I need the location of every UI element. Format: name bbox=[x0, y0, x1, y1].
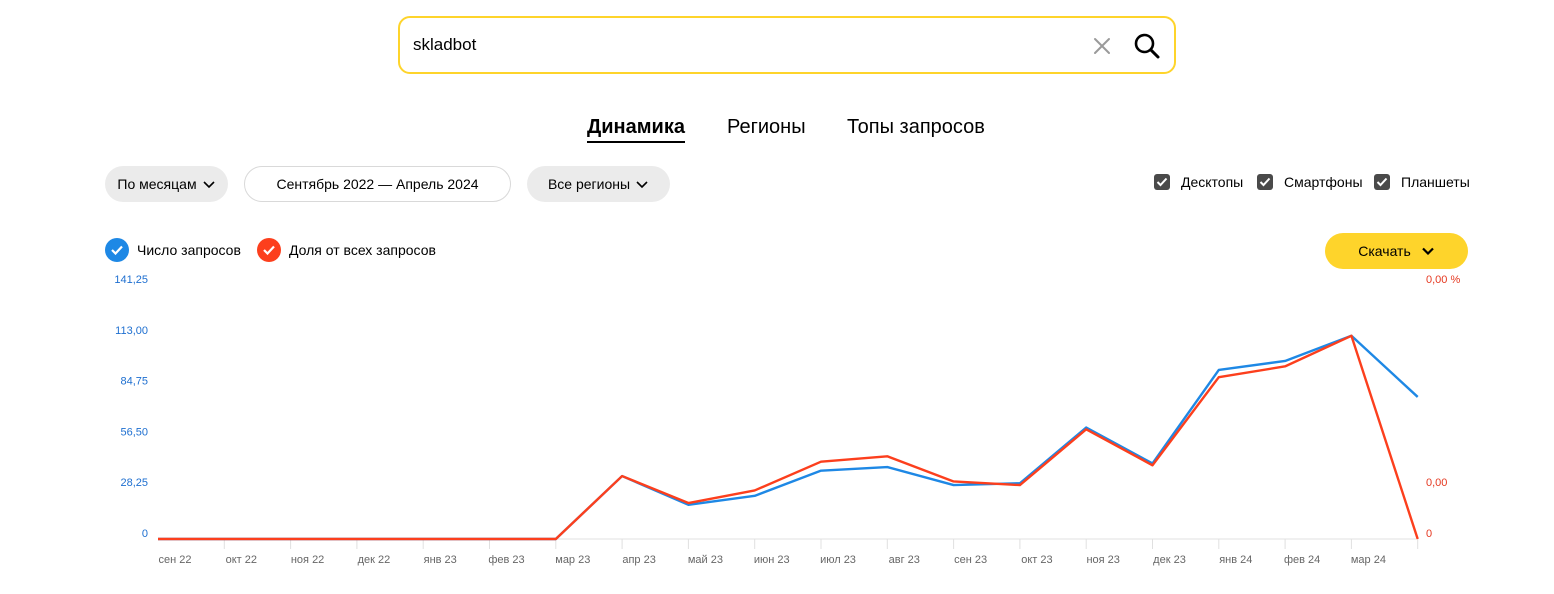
checkbox-label: Десктопы bbox=[1181, 174, 1244, 190]
tab-dynamics[interactable]: Динамика bbox=[587, 116, 685, 143]
chevron-down-icon bbox=[203, 181, 215, 189]
date-range-label: Сентябрь 2022 — Апрель 2024 bbox=[276, 176, 479, 192]
tab-top-queries[interactable]: Топы запросов bbox=[847, 116, 985, 138]
series-line-count bbox=[158, 334, 1419, 541]
checkbox-label: Смартфоны bbox=[1284, 174, 1363, 190]
region-select-label: Все регионы bbox=[547, 176, 631, 192]
y-right-tick-label: 0,00 % bbox=[1426, 274, 1460, 286]
y-left-tick-label: 0 bbox=[142, 528, 148, 540]
date-range-picker[interactable]: Сентябрь 2022 — Апрель 2024 bbox=[244, 166, 511, 202]
x-tick-label: фев 23 bbox=[488, 554, 524, 566]
period-select[interactable]: По месяцам bbox=[105, 166, 228, 202]
check-circle-icon bbox=[105, 238, 129, 262]
period-select-label: По месяцам bbox=[117, 176, 197, 192]
series-line-share bbox=[158, 334, 1419, 541]
y-left-tick-label: 56,50 bbox=[120, 426, 148, 438]
region-select[interactable]: Все регионы bbox=[527, 166, 670, 202]
checkbox-desktop[interactable]: Десктопы bbox=[1154, 174, 1243, 190]
y-right-tick-label: 0 bbox=[1426, 528, 1432, 540]
legend-toggle-count[interactable]: Число запросов bbox=[105, 238, 241, 262]
download-button[interactable]: Скачать bbox=[1325, 233, 1468, 269]
x-tick-label: июл 23 bbox=[820, 554, 856, 566]
x-tick-label: сен 22 bbox=[159, 554, 192, 566]
search-icon[interactable] bbox=[1132, 31, 1162, 61]
search-input[interactable] bbox=[413, 30, 1073, 60]
search-box bbox=[398, 16, 1176, 74]
check-circle-icon bbox=[257, 238, 281, 262]
checkmark-icon bbox=[1374, 174, 1390, 190]
x-tick-label: мар 23 bbox=[555, 554, 590, 566]
x-tick-label: янв 24 bbox=[1219, 554, 1252, 566]
x-tick-label: окт 23 bbox=[1021, 554, 1052, 566]
x-tick-label: мар 24 bbox=[1351, 554, 1386, 566]
legend-label-share: Доля от всех запросов bbox=[289, 242, 436, 258]
checkmark-icon bbox=[1257, 174, 1273, 190]
x-tick-label: апр 23 bbox=[622, 554, 655, 566]
y-left-tick-label: 113,00 bbox=[115, 325, 148, 337]
download-button-label: Скачать bbox=[1358, 243, 1411, 259]
x-tick-label: янв 23 bbox=[424, 554, 457, 566]
queries-line-chart: сен 22 окт 22 ноя 22 дек 22 янв 23 фев 23 мар … bbox=[114, 274, 1460, 566]
checkbox-tablet[interactable]: Планшеты bbox=[1374, 174, 1470, 190]
y-left-tick-label: 141,25 bbox=[114, 274, 148, 286]
checkbox-label: Планшеты bbox=[1401, 174, 1470, 190]
legend-toggle-share[interactable]: Доля от всех запросов bbox=[257, 238, 436, 262]
x-tick-label: авг 23 bbox=[889, 554, 920, 566]
x-tick-label: июн 23 bbox=[754, 554, 790, 566]
close-icon[interactable] bbox=[1092, 36, 1112, 56]
chevron-down-icon bbox=[636, 181, 648, 189]
checkbox-smartphone[interactable]: Смартфоны bbox=[1257, 174, 1363, 190]
x-tick-label: ноя 23 bbox=[1086, 554, 1119, 566]
y-left-tick-label: 28,25 bbox=[120, 477, 148, 489]
x-tick-label: окт 22 bbox=[226, 554, 257, 566]
chevron-down-icon bbox=[1421, 247, 1434, 256]
checkmark-icon bbox=[1154, 174, 1170, 190]
x-tick-label: фев 24 bbox=[1284, 554, 1320, 566]
tab-regions[interactable]: Регионы bbox=[727, 116, 806, 138]
legend-label-count: Число запросов bbox=[137, 242, 241, 258]
tab-bar: Динамика Регионы Топы запросов bbox=[0, 116, 1554, 150]
x-tick-label: ноя 22 bbox=[291, 554, 324, 566]
x-tick-label: дек 23 bbox=[1153, 554, 1186, 566]
x-tick-label: сен 23 bbox=[954, 554, 987, 566]
x-tick-label: дек 22 bbox=[358, 554, 391, 566]
y-right-tick-label: 0,00 bbox=[1426, 477, 1447, 489]
x-tick-label: май 23 bbox=[688, 554, 723, 566]
y-left-tick-label: 84,75 bbox=[120, 376, 148, 388]
